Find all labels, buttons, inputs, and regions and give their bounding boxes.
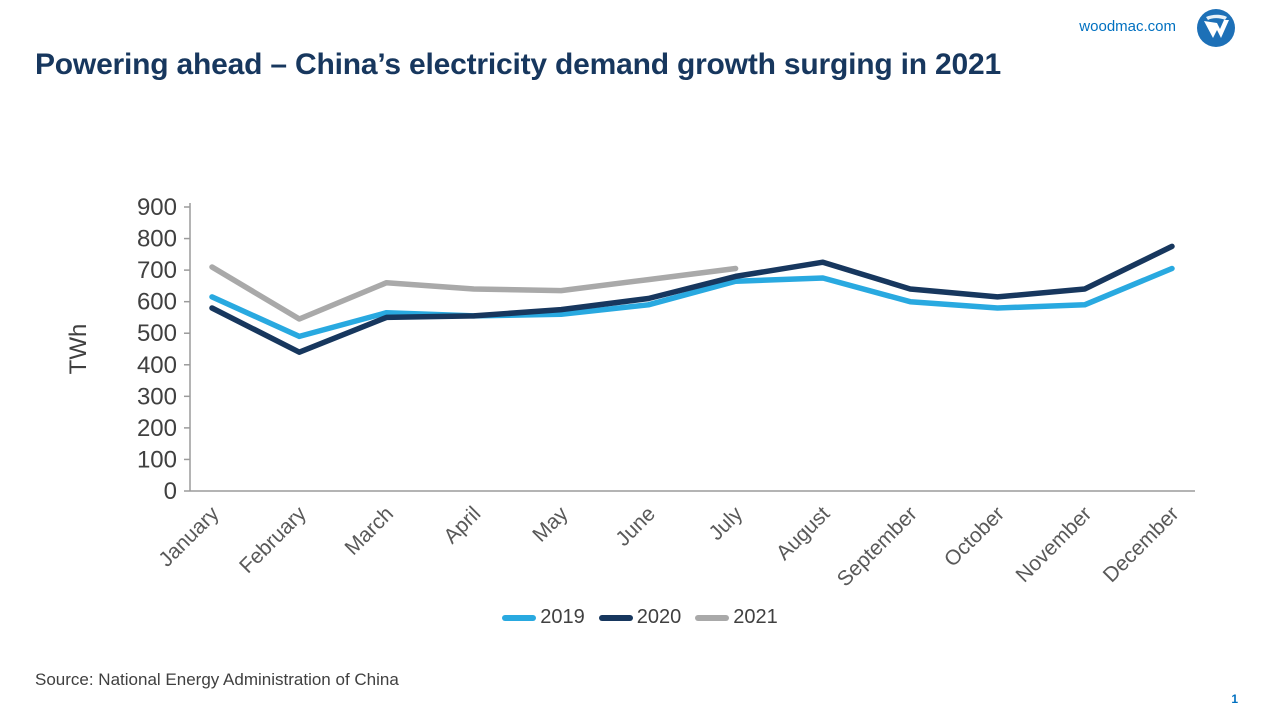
x-category-label: September xyxy=(833,502,922,591)
legend-swatch-2019 xyxy=(502,614,537,621)
x-category-label: October xyxy=(940,502,1009,571)
woodmac-site-link[interactable]: woodmac.com xyxy=(1079,18,1176,35)
x-category-label: January xyxy=(154,502,223,571)
logo-swoosh xyxy=(1204,20,1229,38)
series-line-2021 xyxy=(209,264,739,322)
logo-arc xyxy=(1206,14,1227,20)
legend-label-2020: 2020 xyxy=(636,606,682,628)
legend-item-2021: 2021 xyxy=(695,606,778,629)
x-category-label: April xyxy=(439,502,485,548)
y-tick-label: 100 xyxy=(137,446,177,473)
y-tick-label: 500 xyxy=(137,320,177,347)
y-tick-label: 200 xyxy=(137,415,177,442)
x-category-label: December xyxy=(1099,502,1184,587)
x-category-label: March xyxy=(341,502,399,560)
y-tick-label: 900 xyxy=(137,194,177,221)
chart-legend: 2019 2020 2021 xyxy=(0,606,1280,629)
legend-swatch-2021 xyxy=(695,614,730,621)
legend-label-2021: 2021 xyxy=(733,606,778,628)
y-axis-title: TWh xyxy=(65,324,92,375)
page-number: 1 xyxy=(1231,692,1238,706)
y-tick-label: 300 xyxy=(137,383,177,410)
series-line-2020 xyxy=(209,243,1175,355)
x-category-label: August xyxy=(772,502,835,565)
legend-item-2020: 2020 xyxy=(598,606,682,629)
y-tick-label: 400 xyxy=(137,352,177,379)
legend-label-2019: 2019 xyxy=(540,606,585,628)
x-category-label: February xyxy=(235,502,311,578)
x-category-label: May xyxy=(528,502,573,547)
y-tick-label: 700 xyxy=(137,257,177,284)
legend-item-2019: 2019 xyxy=(502,606,585,629)
series-line-2019 xyxy=(209,265,1175,340)
y-tick-label: 600 xyxy=(137,289,177,316)
page-title: Powering ahead – China’s electricity dem… xyxy=(35,48,1001,81)
y-tick-label: 800 xyxy=(137,226,177,253)
x-category-label: July xyxy=(704,502,747,545)
x-category-label: June xyxy=(611,502,659,550)
x-category-label: November xyxy=(1011,502,1096,587)
legend-swatch-2020 xyxy=(598,614,633,621)
electricity-demand-line-chart: 0 100 200 300 400 500 600 700 800 900 January Febru… xyxy=(65,194,1195,591)
woodmac-logo-icon xyxy=(1197,9,1235,47)
y-tick-label: 0 xyxy=(164,478,177,505)
source-note: Source: National Energy Administration o… xyxy=(35,670,399,689)
